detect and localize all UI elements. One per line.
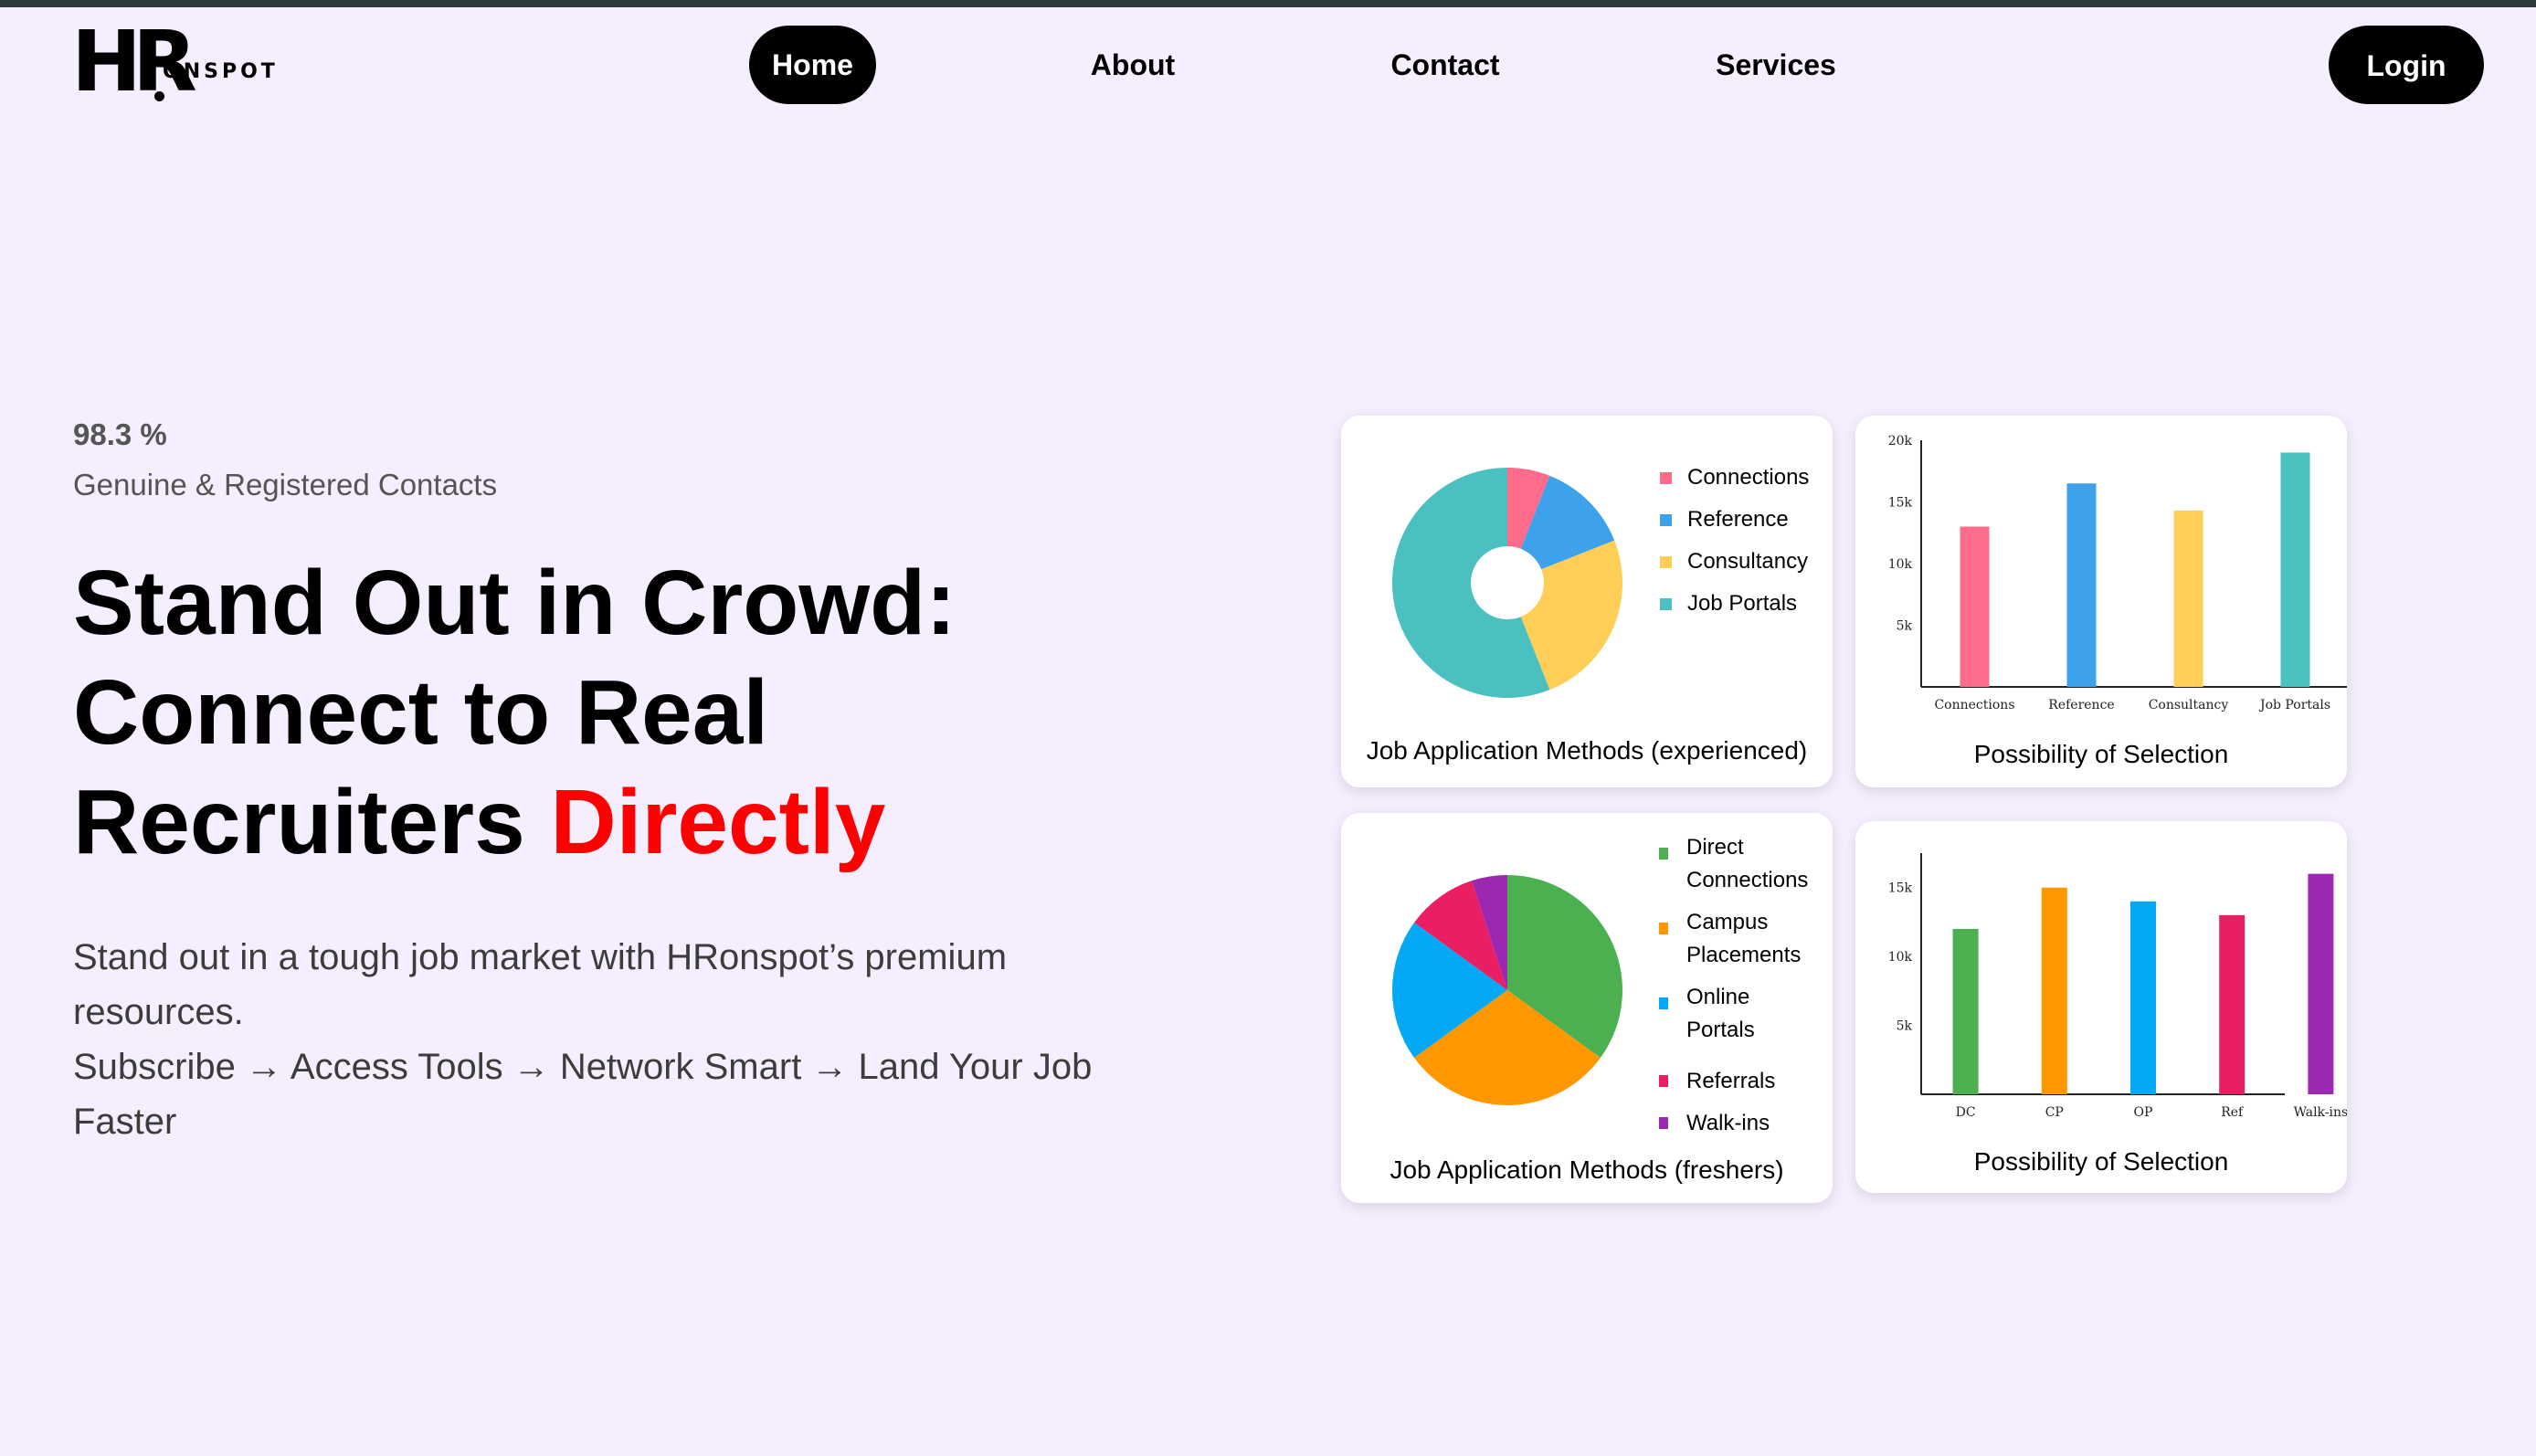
hero-title-line1: Stand Out in Crowd: (73, 552, 956, 654)
x-tick-label: Job Portals (2258, 698, 2330, 712)
legend-swatch-reference (1660, 514, 1672, 526)
bar-consultancy (2173, 510, 2203, 687)
legend-label-direct-connections: Direct Connections (1686, 835, 1809, 892)
y-tick-label: 10k (1888, 950, 1913, 965)
y-tick-label: 5k (1897, 619, 1913, 634)
x-tick-label: OP (2134, 1105, 2153, 1120)
x-tick-label: Reference (2048, 698, 2114, 712)
y-tick-label: 5k (1897, 1019, 1913, 1034)
x-tick-label: Walk-ins (2294, 1105, 2347, 1120)
bar-chart-selection-1: 5k 10k 15k 20k Connections Reference Consultan… (1888, 434, 2347, 712)
chart-title: Job Application Methods (experienced) (1366, 736, 1808, 765)
bar-walk-ins (2308, 873, 2334, 1094)
stat-value: 98.3 % (73, 417, 167, 451)
legend-swatch-walk-ins (1659, 1117, 1668, 1129)
chart-card-selection-bar-1: 5k 10k 15k 20k Connections Reference Consultan… (1855, 416, 2347, 787)
pie-slice-walk-ins (1472, 875, 1507, 990)
y-tick-label: 20k (1888, 434, 1913, 448)
bar-reference (2066, 483, 2097, 687)
hero-desc-line2: Subscribe → Access Tools → Network Smart… (73, 1047, 1093, 1142)
legend-swatch-consultancy (1660, 556, 1672, 568)
bar-op (2130, 901, 2156, 1094)
legend-label-connections: Connections (1687, 465, 1810, 490)
legend-swatch-connections (1660, 472, 1672, 484)
legend-label-walk-ins: Walk-ins (1686, 1111, 1770, 1135)
legend-label-reference: Reference (1687, 507, 1789, 532)
pie-slice-reference (1507, 475, 1615, 583)
donut-hole (1471, 546, 1544, 619)
pie-slice-campus-placements (1414, 990, 1601, 1105)
pie-slice-referrals (1414, 881, 1507, 990)
nav-about[interactable]: About (1090, 48, 1176, 81)
nav-home[interactable]: Home (749, 26, 876, 104)
legend-swatch-referrals (1659, 1075, 1668, 1087)
x-tick-label: Connections (1934, 698, 2014, 712)
x-tick-label: DC (1956, 1105, 1976, 1120)
x-tick-label: Consultancy (2149, 698, 2229, 712)
chart-card-freshers-pie: Job Application Methods (freshers) Direc… (1341, 813, 1833, 1203)
logo-mark: HR (71, 13, 197, 111)
nav-contact[interactable]: Contact (1390, 48, 1500, 81)
bar-job-portals (2280, 452, 2310, 687)
hero-description: Stand out in a tough job market with HRo… (73, 930, 1169, 1149)
hero-title-line3: Recruiters (73, 771, 551, 873)
y-tick-label: 15k (1888, 496, 1913, 511)
logo-dot (154, 91, 164, 101)
logo-wordmark: ONSPOT (163, 60, 279, 83)
bar-connections (1960, 526, 1990, 687)
hero-title-line2: Connect to Real (73, 661, 769, 764)
legend-label-online-portals: Online Portals (1686, 985, 1755, 1042)
bar-cp (2041, 887, 2067, 1094)
x-tick-label: Ref (2221, 1105, 2245, 1120)
legend-swatch-campus-placements (1659, 923, 1668, 934)
bar-chart-selection-2: 5k 10k 15k DC CP OP Ref Walk-ins (1888, 853, 2347, 1120)
pie-chart-freshers (1392, 875, 1622, 1105)
legend-label-campus-placements: Campus Placements (1686, 910, 1802, 967)
chart-title: Job Application Methods (freshers) (1390, 1155, 1784, 1184)
y-tick-label: 10k (1888, 557, 1913, 572)
bar-dc (1952, 928, 1979, 1094)
chart-title: Possibility of Selection (1973, 1147, 2229, 1176)
pie-slice-online-portals (1392, 922, 1507, 1059)
chart-title: Possibility of Selection (1973, 740, 2229, 768)
chart-card-selection-bar-2: 5k 10k 15k DC CP OP Ref Walk-ins Possibility of… (1855, 821, 2347, 1193)
legend-swatch-direct-connections (1659, 848, 1668, 860)
x-tick-label: CP (2045, 1105, 2064, 1120)
legend-swatch-online-portals (1659, 997, 1668, 1009)
hero-title-accent: Directly (550, 771, 886, 873)
legend-label-job-portals: Job Portals (1687, 591, 1798, 616)
legend-swatch-job-portals (1660, 598, 1672, 610)
chart-card-experienced-pie: Job Application Methods (experienced) Co… (1341, 416, 1833, 787)
pie-chart-experienced (1392, 468, 1622, 698)
bar-ref (2219, 914, 2245, 1094)
y-tick-label: 15k (1888, 881, 1913, 896)
hero-desc-line1: Stand out in a tough job market with HRo… (73, 937, 1008, 1032)
top-border (0, 0, 2536, 7)
pie-slice-direct-connections (1507, 875, 1622, 1059)
brand-logo[interactable]: HR ONSPOT (71, 13, 275, 111)
hero-title: Stand Out in Crowd: Connect to Real Recr… (73, 548, 1169, 877)
stat-label: Genuine & Registered Contacts (73, 468, 498, 501)
legend-label-consultancy: Consultancy (1687, 549, 1809, 574)
nav-services[interactable]: Services (1716, 48, 1836, 81)
login-button[interactable]: Login (2329, 26, 2484, 104)
legend-label-referrals: Referrals (1686, 1069, 1776, 1093)
